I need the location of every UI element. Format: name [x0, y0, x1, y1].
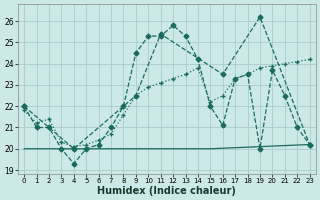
X-axis label: Humidex (Indice chaleur): Humidex (Indice chaleur) — [98, 186, 236, 196]
